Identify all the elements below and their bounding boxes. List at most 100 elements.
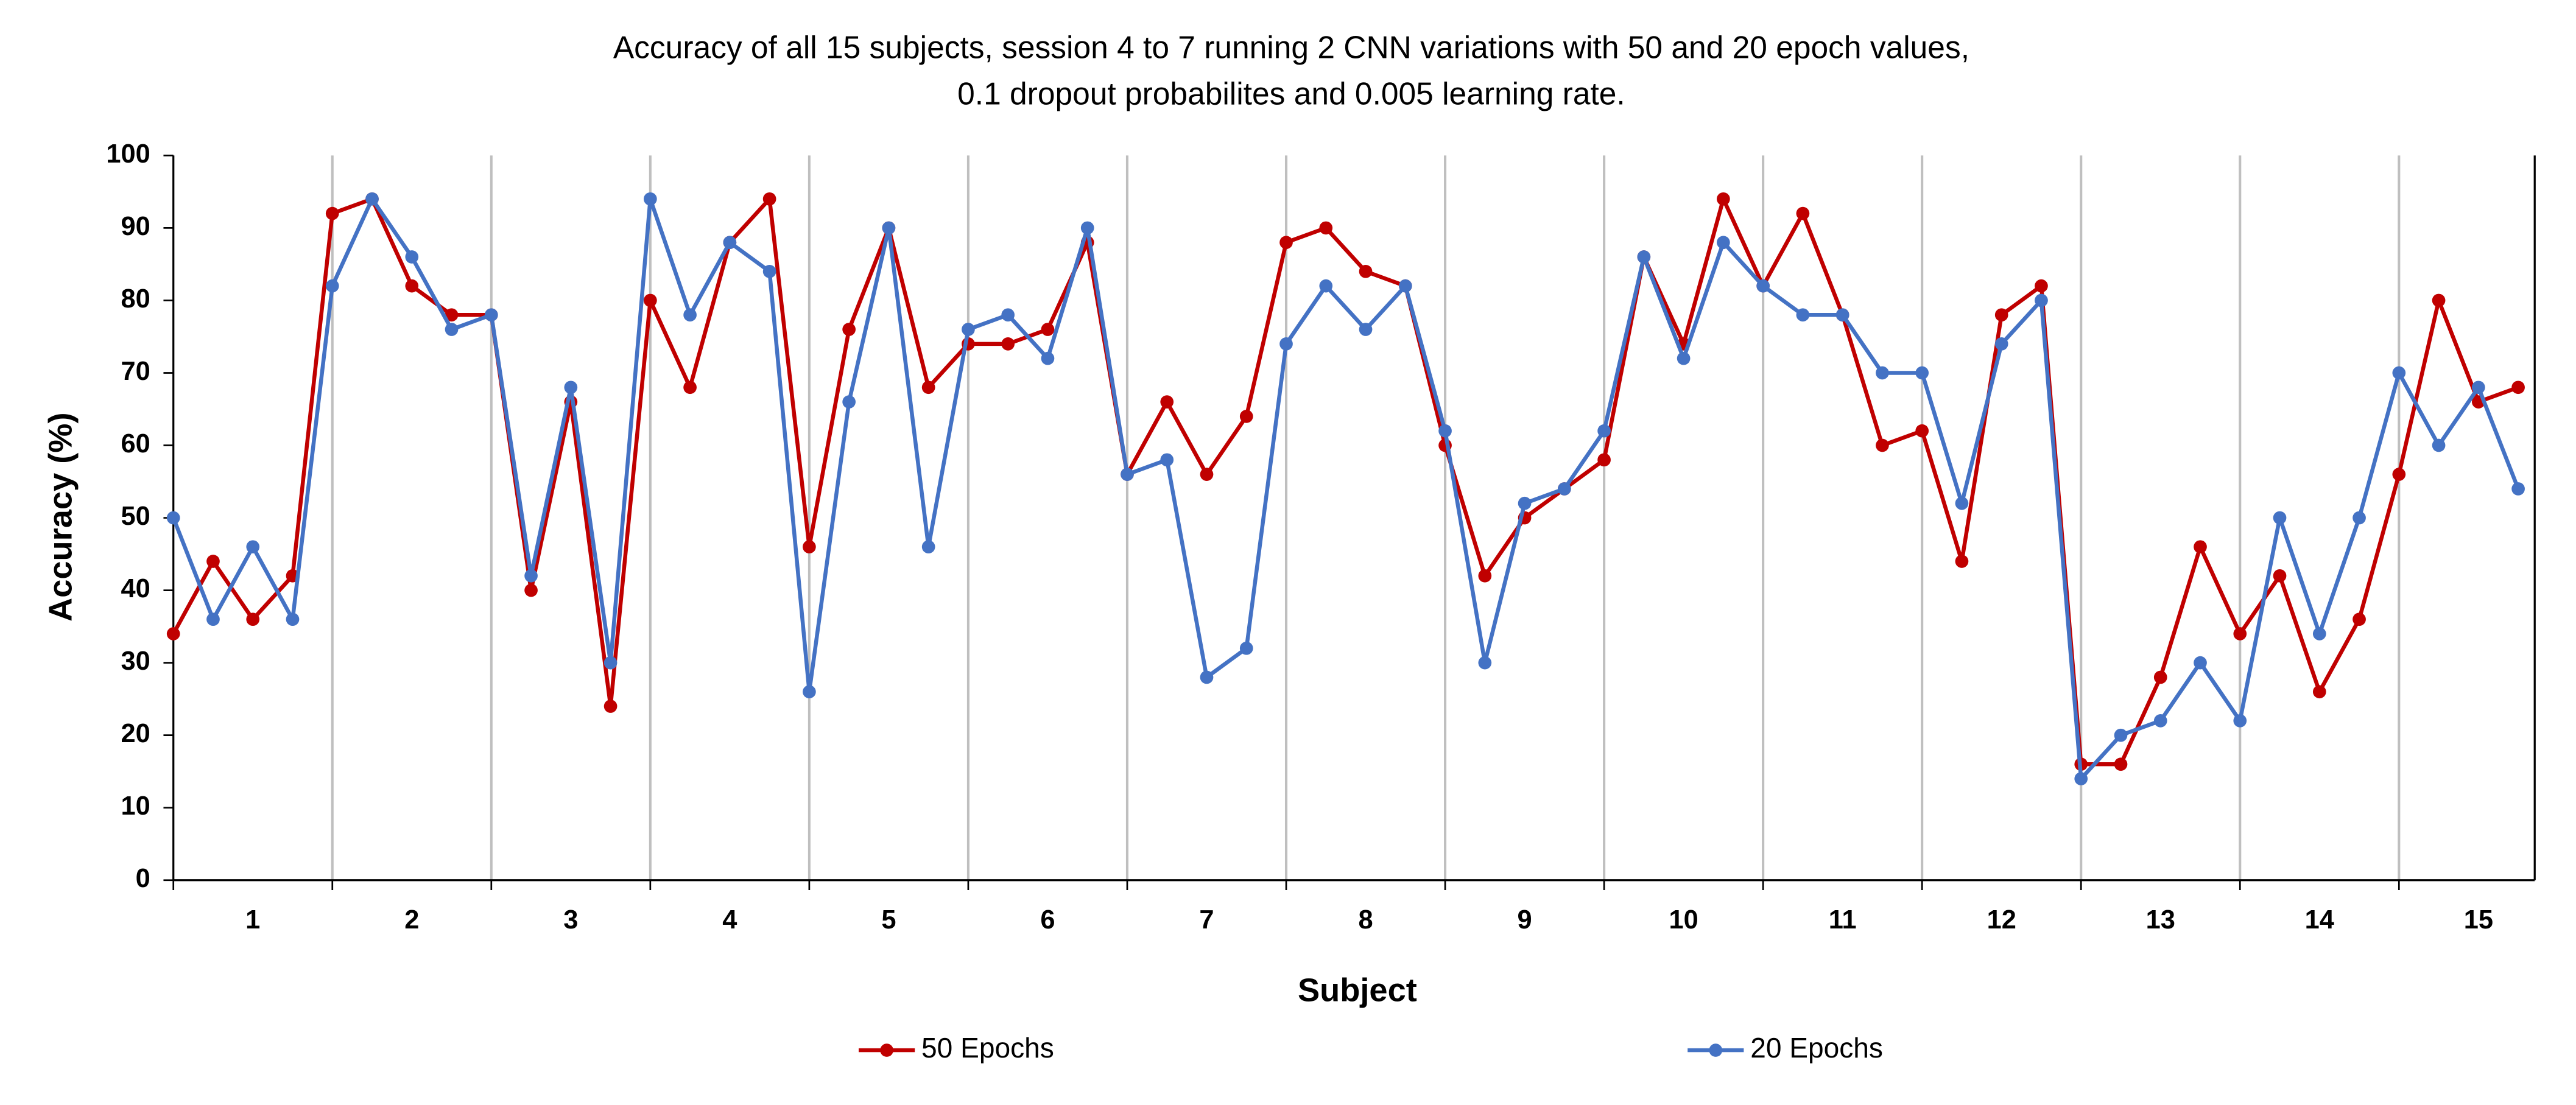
data-point: [246, 612, 260, 626]
data-point: [1597, 424, 1611, 438]
data-point: [524, 569, 538, 583]
data-point: [206, 612, 220, 626]
x-tick-label: 8: [1358, 905, 1373, 935]
data-point: [1994, 308, 2008, 322]
data-point: [2114, 728, 2128, 742]
data-point: [1239, 410, 1253, 423]
y-tick-label: 0: [136, 864, 150, 893]
data-point: [2471, 381, 2485, 395]
data-point: [604, 700, 618, 713]
data-point: [723, 236, 737, 250]
data-point: [683, 308, 697, 322]
data-point: [762, 192, 776, 206]
data-point: [842, 323, 856, 336]
data-point: [762, 264, 776, 278]
data-point: [2273, 569, 2287, 583]
data-point: [2074, 772, 2088, 785]
x-tick-label: 12: [1987, 905, 2016, 935]
y-axis-label: Accuracy (%): [42, 412, 79, 622]
data-point: [2511, 482, 2525, 496]
y-tick-label: 30: [121, 647, 150, 676]
data-point: [1200, 468, 1214, 481]
data-point: [1239, 641, 1253, 655]
data-point: [1717, 192, 1730, 206]
legend-marker: [1709, 1044, 1723, 1057]
y-tick-label: 10: [121, 791, 150, 821]
data-point: [405, 279, 419, 293]
x-tick-label: 3: [563, 905, 578, 935]
data-point: [1796, 308, 1810, 322]
data-point: [1756, 279, 1770, 293]
data-point: [604, 656, 618, 670]
data-point: [1876, 366, 1889, 380]
x-tick-label: 5: [881, 905, 896, 935]
data-point: [1001, 308, 1015, 322]
data-point: [842, 395, 856, 409]
legend-label: 50 Epochs: [921, 1032, 1054, 1064]
y-tick-label: 60: [121, 429, 150, 458]
data-point: [962, 323, 975, 336]
y-tick-label: 70: [121, 357, 150, 386]
x-tick-label: 1: [245, 905, 260, 935]
data-point: [1160, 395, 1174, 409]
data-point: [2233, 714, 2247, 728]
data-point: [2511, 381, 2525, 395]
data-point: [882, 221, 896, 235]
data-point: [803, 685, 816, 699]
data-point: [1438, 424, 1452, 438]
y-tick-label: 90: [121, 212, 150, 241]
data-point: [246, 540, 260, 554]
data-point: [286, 612, 300, 626]
series-line: [171, 197, 2519, 766]
data-point: [484, 308, 498, 322]
y-tick-label: 40: [121, 574, 150, 603]
data-point: [2273, 511, 2287, 525]
legend-marker: [880, 1044, 893, 1057]
data-point: [1319, 279, 1333, 293]
data-point: [1041, 323, 1055, 336]
data-point: [2035, 293, 2048, 307]
data-point: [1160, 453, 1174, 467]
data-point: [1835, 308, 1849, 322]
y-tick-label: 100: [106, 139, 150, 169]
data-point: [1319, 221, 1333, 235]
legend-label: 20 Epochs: [1750, 1032, 1883, 1064]
data-point: [921, 381, 935, 395]
data-point: [1080, 221, 1094, 235]
data-point: [2153, 714, 2167, 728]
data-point: [2432, 438, 2446, 452]
data-point: [921, 540, 935, 554]
data-point: [166, 627, 180, 640]
chart-title: 0.1 dropout probabilites and 0.005 learn…: [957, 75, 1625, 111]
data-point: [1478, 656, 1492, 670]
data-point: [2392, 468, 2406, 481]
data-point: [2312, 627, 2326, 640]
data-point: [1478, 569, 1492, 583]
data-point: [1359, 323, 1373, 336]
y-tick-label: 80: [121, 284, 150, 314]
x-tick-label: 13: [2146, 905, 2175, 935]
data-point: [2353, 612, 2366, 626]
data-point: [1359, 264, 1373, 278]
y-tick-label: 20: [121, 719, 150, 748]
x-axis-label: Subject: [1298, 972, 1417, 1008]
data-point: [2353, 511, 2366, 525]
data-point: [1915, 424, 1929, 438]
data-point: [2392, 366, 2406, 380]
data-point: [803, 540, 816, 554]
chart-title: Accuracy of all 15 subjects, session 4 t…: [613, 29, 1969, 65]
data-point: [2233, 627, 2247, 640]
data-point: [1041, 351, 1055, 365]
data-point: [445, 308, 459, 322]
data-point: [1557, 482, 1571, 496]
data-point: [365, 192, 379, 206]
data-point: [683, 381, 697, 395]
data-point: [1121, 468, 1134, 481]
data-point: [405, 250, 419, 264]
data-point: [1994, 337, 2008, 351]
data-point: [1915, 366, 1929, 380]
data-point: [1796, 206, 1810, 220]
series-line: [171, 197, 2521, 781]
y-tick-label: 50: [121, 502, 150, 531]
data-point: [206, 555, 220, 568]
